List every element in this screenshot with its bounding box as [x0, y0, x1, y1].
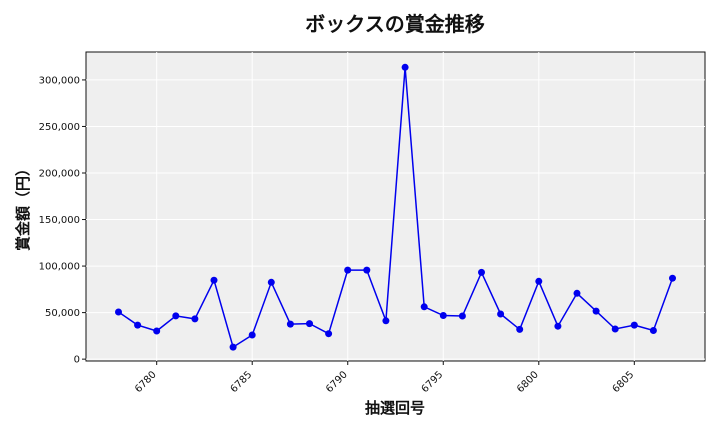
data-point [439, 312, 447, 319]
data-point [306, 320, 313, 328]
data-point [115, 308, 122, 316]
data-point [325, 330, 333, 338]
data-point [210, 276, 218, 284]
data-point [191, 315, 199, 323]
data-point [420, 303, 428, 311]
data-point [649, 327, 657, 334]
series-layer [115, 63, 676, 351]
x-tick-label: 6785 [229, 369, 255, 395]
data-point [535, 277, 543, 285]
data-point [478, 268, 485, 276]
y-tick-label: 0 [74, 355, 80, 366]
data-point [344, 266, 352, 274]
data-point [134, 321, 142, 329]
y-axis-label: 賞金額（円） [14, 161, 32, 251]
data-point [669, 274, 676, 282]
y-tick-label: 50,000 [45, 308, 80, 319]
data-point [267, 278, 275, 286]
data-point [630, 321, 638, 329]
plot-area [85, 51, 706, 362]
x-axis-label: 抽選回号 [365, 399, 425, 417]
series-line [118, 67, 674, 349]
data-point [172, 312, 180, 320]
data-point [363, 266, 371, 274]
y-tick-label: 300,000 [39, 75, 80, 86]
data-point [497, 310, 505, 318]
y-axis-ticks: 0 50,000 100,000 150,000 200,000 250,000 300,0… [39, 75, 86, 366]
data-point [516, 325, 524, 333]
data-point [573, 289, 581, 297]
data-point [611, 325, 619, 333]
data-point [229, 343, 237, 351]
x-axis-ticks: 6780 6785 6790 6795 6800 6805 [133, 361, 636, 395]
x-tick-label: 6790 [324, 369, 350, 395]
x-tick-label: 6795 [420, 369, 446, 395]
chart-title: ボックスの賞金推移 [305, 12, 484, 36]
data-point [401, 63, 409, 71]
grid [86, 52, 705, 361]
data-point [153, 327, 161, 335]
data-point [248, 331, 256, 339]
data-point [458, 312, 466, 320]
x-tick-label: 6780 [133, 369, 159, 395]
data-point [286, 320, 294, 328]
y-tick-label: 200,000 [39, 168, 80, 179]
data-point [592, 307, 600, 315]
y-tick-label: 250,000 [39, 122, 80, 133]
y-tick-label: 100,000 [39, 262, 80, 273]
data-point [554, 322, 562, 330]
x-tick-label: 6805 [611, 369, 637, 395]
data-point [382, 317, 390, 325]
y-tick-label: 150,000 [39, 215, 80, 226]
x-tick-label: 6800 [515, 369, 541, 395]
